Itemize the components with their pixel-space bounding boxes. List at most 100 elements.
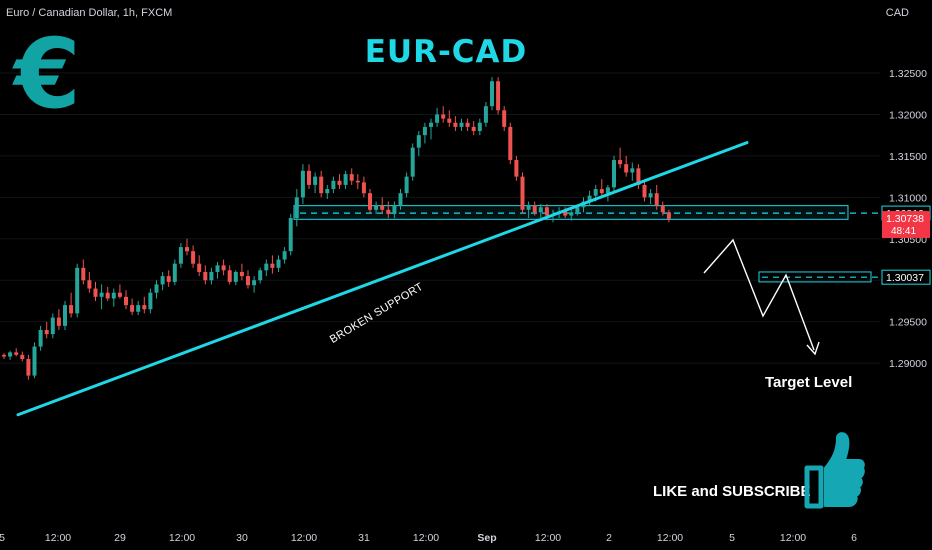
candle-body [148, 292, 153, 310]
candle-body [142, 305, 147, 310]
candle-body [209, 271, 214, 281]
candle-body [624, 164, 629, 173]
candle-body [264, 263, 269, 271]
candle-body [520, 176, 525, 210]
candle-body [459, 122, 464, 127]
candle-body [38, 329, 43, 347]
candle-body [87, 280, 92, 289]
candle-body [288, 218, 293, 252]
time-tick-label: 12:00 [169, 532, 195, 544]
candle-body [111, 292, 116, 299]
candle-body [178, 247, 183, 264]
candle-body [75, 267, 80, 314]
candle-body [215, 265, 220, 272]
candle-body [410, 147, 415, 177]
candle-body [630, 168, 635, 173]
candle-body [252, 280, 257, 286]
candle-body [361, 182, 366, 194]
price-tick-label: 1.29500 [889, 317, 927, 329]
like-subscribe-text: LIKE and SUBSCRIBE [653, 483, 811, 500]
candle-body [26, 359, 31, 376]
candle-body [398, 193, 403, 206]
candle-body [32, 346, 37, 376]
price-tick-label: 1.32000 [889, 109, 927, 121]
candle-body [605, 187, 610, 194]
broken-support-trendline [16, 141, 749, 417]
candle-body [477, 122, 482, 132]
candle-body [575, 207, 580, 213]
candle-body [502, 110, 507, 127]
time-tick-label: 12:00 [45, 532, 71, 544]
candle-body [380, 205, 385, 210]
candle-body [203, 271, 208, 281]
candle-body [246, 276, 250, 286]
candle-body [532, 205, 537, 213]
candle-body [117, 292, 122, 297]
candle-body [233, 271, 238, 282]
target-price-box [881, 269, 931, 285]
time-tick-label: 31 [358, 532, 370, 544]
candle-body [50, 317, 55, 335]
candle-body [93, 288, 98, 297]
candle-body [593, 189, 598, 196]
candle-body [300, 170, 305, 198]
candle-body [538, 207, 543, 213]
candle-body [612, 160, 616, 188]
candle-body [56, 317, 61, 326]
candle-body [69, 305, 74, 314]
candle-body [648, 193, 653, 198]
candle-body [270, 263, 275, 268]
candle-body [496, 81, 501, 111]
candle-body [307, 170, 311, 185]
candle-body [337, 180, 342, 185]
candle-body [154, 284, 159, 293]
price-zones [293, 205, 880, 283]
projection-arrowhead [806, 341, 820, 356]
candle-body [587, 195, 592, 202]
time-tick-label: 12:00 [780, 532, 806, 544]
candle-body [404, 176, 409, 194]
candle-body [221, 265, 226, 271]
time-tick-label: 30 [236, 532, 248, 544]
time-tick-label: 5 [729, 532, 735, 544]
candle-body [325, 189, 330, 194]
target-price-label: 1.30037 [886, 272, 924, 284]
candle-body [81, 267, 86, 281]
candle-body [544, 207, 549, 216]
currency-label: CAD [885, 7, 909, 19]
candle-body [563, 211, 568, 216]
candle-body [276, 259, 281, 268]
time-axis[interactable]: 5 12:00 29 12:00 30 12:00 31 12:00 Sep 12:00 2 12:0… [0, 532, 857, 544]
time-tick-label: 29 [114, 532, 126, 544]
candle-body [197, 263, 202, 272]
candle-body [386, 209, 391, 214]
candle-body [44, 329, 49, 335]
drawing-overlays [16, 141, 820, 417]
time-tick-label: 12:00 [413, 532, 439, 544]
time-tick-label: 6 [851, 532, 857, 544]
time-tick-label: 12:00 [291, 532, 317, 544]
candle-body [435, 114, 440, 123]
candle-body [185, 247, 189, 252]
candle-body [508, 126, 513, 161]
countdown-label: 48:41 [891, 226, 916, 237]
time-tick-label: 12:00 [657, 532, 683, 544]
candle-body [294, 197, 299, 219]
candle-body [471, 126, 476, 132]
candle-body [416, 135, 421, 148]
candle-body [319, 176, 324, 194]
price-axis[interactable]: 1.325001.320001.315001.310001.305001.295… [881, 68, 931, 370]
time-tick-label: 12:00 [535, 532, 561, 544]
price-tick-label: 1.32500 [889, 68, 927, 80]
price-tick-label: 1.31000 [889, 192, 927, 204]
thumbs-up-icon [804, 432, 865, 509]
price-tick-label: 1.31500 [889, 151, 927, 163]
candle-body [166, 276, 171, 282]
candle-body [453, 122, 458, 127]
target-level-label: Target Level [765, 374, 853, 391]
candle-body [618, 160, 623, 165]
symbol-title[interactable]: Euro / Canadian Dollar, 1h, FXCM [6, 7, 173, 19]
candle-body [569, 212, 574, 216]
time-tick-label: 5 [0, 532, 5, 544]
